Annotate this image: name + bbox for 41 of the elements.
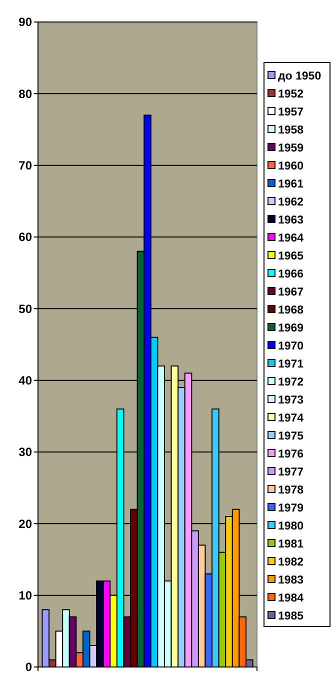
legend-label: до 1950 xyxy=(278,70,322,83)
legend-label: 1979 xyxy=(278,502,304,515)
legend-label: 1958 xyxy=(278,124,304,137)
legend-label: 1981 xyxy=(278,538,304,551)
y-tick-label: 50 xyxy=(18,302,32,316)
legend-label: 1976 xyxy=(278,448,304,461)
legend-label: 1970 xyxy=(278,340,304,353)
legend-label: 1964 xyxy=(278,232,304,245)
y-tick-label: 40 xyxy=(18,374,32,388)
y-tick-label: 10 xyxy=(18,588,32,603)
legend-label: 1980 xyxy=(278,520,304,533)
legend-label: 1985 xyxy=(278,610,304,623)
y-tick-label: 80 xyxy=(18,86,32,101)
legend-label: 1975 xyxy=(278,430,304,443)
legend-label: 1982 xyxy=(278,556,304,569)
y-tick-label: 90 xyxy=(18,15,32,30)
y-tick-label: 70 xyxy=(18,158,32,173)
y-tick-label: 30 xyxy=(18,445,32,460)
y-tick-label: 0 xyxy=(25,660,32,674)
legend-label: 1983 xyxy=(278,574,304,587)
legend-label: 1960 xyxy=(278,160,304,173)
legend-label: 1962 xyxy=(278,196,304,209)
y-tick-label: 60 xyxy=(18,230,32,244)
legend-label: 1971 xyxy=(278,358,304,371)
legend-label: 1978 xyxy=(278,484,304,497)
legend-label: 1965 xyxy=(278,250,304,263)
legend-label: 1973 xyxy=(278,394,304,407)
legend-label: 1966 xyxy=(278,268,304,281)
legend-label: 1959 xyxy=(278,142,304,155)
legend-label: 1972 xyxy=(278,376,304,389)
legend-label: 1957 xyxy=(278,106,304,119)
legend-label: 1974 xyxy=(278,412,304,425)
legend-label: 1967 xyxy=(278,286,304,299)
legend-label: 1963 xyxy=(278,214,304,227)
legend-label: 1969 xyxy=(278,322,304,335)
legend-label: 1977 xyxy=(278,466,304,479)
legend-label: 1961 xyxy=(278,178,304,191)
legend-label: 1952 xyxy=(278,88,304,101)
legend-label: 1984 xyxy=(278,592,304,605)
y-tick-label: 20 xyxy=(18,516,32,531)
legend-label: 1968 xyxy=(278,304,304,317)
